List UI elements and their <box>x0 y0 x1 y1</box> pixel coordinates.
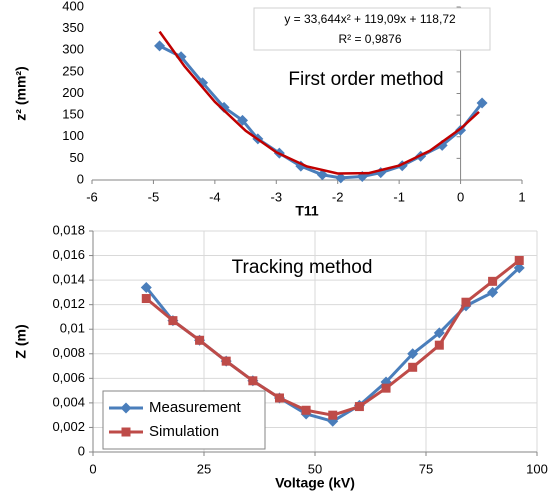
marker <box>354 402 364 412</box>
marker <box>237 114 248 126</box>
y-tick-label: 0,014 <box>52 272 85 287</box>
legend-marker <box>120 402 132 414</box>
marker <box>195 335 205 345</box>
annotation: y = 33,644x² + 119,09x + 118,72 <box>284 12 456 26</box>
equation-box <box>253 7 491 51</box>
annotation: R² = 0,9876 <box>338 32 401 46</box>
marker <box>461 297 471 307</box>
y-tick-label: 0 <box>78 443 85 458</box>
x-tick-label: -5 <box>148 189 160 204</box>
y-tick-label: 400 <box>62 0 84 13</box>
x-tick-label: 0 <box>457 189 464 204</box>
marker <box>476 97 488 109</box>
x-tick-label: 1 <box>518 189 525 204</box>
annotation: Tracking method <box>232 257 373 278</box>
x-tick-label: 100 <box>526 461 548 476</box>
y-tick-label: 200 <box>62 85 84 100</box>
legend-label: Simulation <box>149 423 219 440</box>
annotation: First order method <box>288 69 443 90</box>
legend-label: Measurement <box>149 399 242 416</box>
x-tick-label: 50 <box>308 461 322 476</box>
marker <box>168 316 178 326</box>
x-tick-label: 75 <box>419 461 433 476</box>
marker <box>140 281 152 293</box>
marker <box>218 101 230 113</box>
marker <box>513 262 525 274</box>
y-axis-label: Z (m) <box>13 324 29 358</box>
x-axis-label: T11 <box>295 203 319 219</box>
marker <box>433 327 445 339</box>
x-tick-label: -6 <box>86 189 98 204</box>
y-tick-label: 0 <box>77 171 84 186</box>
marker <box>488 276 498 286</box>
y-tick-label: 250 <box>62 63 84 78</box>
legend-box <box>102 390 266 450</box>
series-line <box>158 30 480 175</box>
legend-marker <box>121 427 131 437</box>
x-axis-label: Voltage (kV) <box>275 475 355 491</box>
x-tick-label: -3 <box>271 189 283 204</box>
marker <box>408 362 418 372</box>
y-tick-label: 0,006 <box>52 370 85 385</box>
marker <box>248 376 258 386</box>
marker <box>316 169 328 181</box>
marker <box>274 393 284 403</box>
marker <box>221 356 231 366</box>
y-tick-label: 50 <box>70 150 84 165</box>
marker <box>381 383 391 393</box>
y-tick-label: 0,004 <box>52 394 85 409</box>
y-axis-label: z² (mm²) <box>13 66 29 120</box>
marker <box>335 172 347 184</box>
marker <box>487 286 499 298</box>
y-tick-label: 0,002 <box>52 419 85 434</box>
x-tick-label: 25 <box>197 461 211 476</box>
y-tick-label: 0,012 <box>52 296 85 311</box>
marker <box>328 410 338 420</box>
y-tick-label: 0,018 <box>52 222 85 237</box>
y-tick-label: 350 <box>62 20 84 35</box>
x-tick-label: -2 <box>332 189 344 204</box>
marker <box>407 348 419 360</box>
marker <box>301 405 311 415</box>
y-tick-label: 300 <box>62 42 84 57</box>
y-tick-label: 0,008 <box>52 345 85 360</box>
y-tick-label: 100 <box>62 128 84 143</box>
x-tick-label: -1 <box>393 189 405 204</box>
x-tick-label: 0 <box>89 461 96 476</box>
marker <box>434 340 444 350</box>
marker <box>514 255 524 265</box>
series-line <box>158 44 484 180</box>
marker <box>141 294 151 304</box>
marker <box>154 40 166 52</box>
x-tick-label: -4 <box>209 189 221 204</box>
y-tick-label: 150 <box>62 107 84 122</box>
y-tick-label: 0,016 <box>52 247 85 262</box>
y-tick-label: 0,01 <box>60 321 85 336</box>
